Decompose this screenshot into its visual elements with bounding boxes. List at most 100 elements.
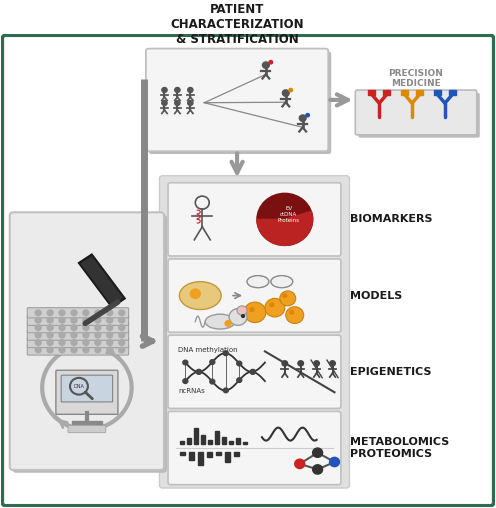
Circle shape bbox=[95, 340, 101, 345]
Circle shape bbox=[312, 448, 322, 457]
Bar bbox=[401, 90, 408, 95]
Circle shape bbox=[162, 101, 167, 106]
Bar bbox=[416, 90, 423, 95]
Circle shape bbox=[95, 332, 101, 338]
Bar bbox=[225, 452, 230, 462]
Bar bbox=[181, 440, 185, 444]
Circle shape bbox=[71, 318, 77, 323]
Ellipse shape bbox=[247, 276, 269, 288]
Ellipse shape bbox=[180, 281, 221, 309]
Circle shape bbox=[250, 370, 255, 374]
FancyBboxPatch shape bbox=[10, 212, 164, 470]
FancyBboxPatch shape bbox=[61, 375, 113, 402]
FancyBboxPatch shape bbox=[56, 370, 118, 415]
Circle shape bbox=[119, 332, 124, 338]
Circle shape bbox=[196, 369, 201, 374]
Circle shape bbox=[35, 332, 41, 338]
Circle shape bbox=[119, 347, 124, 353]
Circle shape bbox=[59, 325, 65, 330]
FancyBboxPatch shape bbox=[68, 425, 106, 433]
Circle shape bbox=[59, 332, 65, 338]
FancyBboxPatch shape bbox=[146, 49, 328, 151]
FancyBboxPatch shape bbox=[160, 176, 349, 488]
Circle shape bbox=[223, 388, 228, 393]
Circle shape bbox=[83, 332, 89, 338]
Circle shape bbox=[289, 88, 293, 92]
Circle shape bbox=[270, 303, 274, 307]
Circle shape bbox=[225, 321, 231, 326]
Circle shape bbox=[59, 347, 65, 353]
Circle shape bbox=[35, 310, 41, 315]
Circle shape bbox=[83, 340, 89, 345]
Circle shape bbox=[47, 318, 53, 323]
Circle shape bbox=[95, 325, 101, 330]
Circle shape bbox=[244, 302, 266, 323]
FancyBboxPatch shape bbox=[149, 51, 331, 154]
Bar bbox=[216, 452, 221, 456]
FancyBboxPatch shape bbox=[168, 411, 341, 485]
Circle shape bbox=[187, 87, 193, 92]
Circle shape bbox=[71, 340, 77, 345]
Bar bbox=[207, 452, 212, 457]
Circle shape bbox=[107, 332, 113, 338]
Circle shape bbox=[107, 310, 113, 315]
Bar bbox=[243, 441, 247, 444]
Circle shape bbox=[242, 314, 245, 318]
Circle shape bbox=[312, 465, 322, 474]
FancyBboxPatch shape bbox=[168, 335, 341, 408]
Text: BIOMARKERS: BIOMARKERS bbox=[350, 214, 433, 225]
Circle shape bbox=[196, 369, 201, 374]
Circle shape bbox=[330, 361, 335, 366]
Circle shape bbox=[175, 87, 180, 92]
Circle shape bbox=[35, 318, 41, 323]
Circle shape bbox=[280, 291, 296, 306]
FancyBboxPatch shape bbox=[27, 323, 128, 333]
FancyBboxPatch shape bbox=[13, 215, 167, 473]
Circle shape bbox=[83, 325, 89, 330]
Circle shape bbox=[229, 308, 247, 325]
Circle shape bbox=[119, 318, 124, 323]
FancyBboxPatch shape bbox=[27, 345, 128, 355]
Circle shape bbox=[107, 318, 113, 323]
Circle shape bbox=[95, 318, 101, 323]
FancyBboxPatch shape bbox=[355, 90, 477, 135]
Polygon shape bbox=[80, 256, 123, 305]
Circle shape bbox=[83, 347, 89, 353]
FancyBboxPatch shape bbox=[27, 308, 128, 318]
Bar bbox=[208, 440, 212, 444]
Bar bbox=[189, 452, 194, 460]
Circle shape bbox=[183, 360, 188, 365]
Ellipse shape bbox=[271, 276, 293, 288]
Circle shape bbox=[107, 347, 113, 353]
Circle shape bbox=[162, 87, 167, 92]
Circle shape bbox=[286, 307, 304, 324]
Circle shape bbox=[59, 340, 65, 345]
Circle shape bbox=[269, 60, 273, 64]
Bar bbox=[194, 428, 198, 444]
Circle shape bbox=[237, 378, 242, 383]
Bar bbox=[369, 90, 375, 95]
FancyBboxPatch shape bbox=[168, 183, 341, 256]
Circle shape bbox=[282, 361, 288, 366]
Circle shape bbox=[47, 325, 53, 330]
Bar bbox=[215, 431, 219, 444]
Text: PRECISION
MEDICINE: PRECISION MEDICINE bbox=[389, 69, 443, 88]
Circle shape bbox=[119, 310, 124, 315]
Bar bbox=[236, 438, 240, 444]
Bar bbox=[383, 90, 390, 95]
Circle shape bbox=[71, 332, 77, 338]
Circle shape bbox=[314, 361, 319, 366]
Text: DNA: DNA bbox=[73, 384, 84, 389]
Circle shape bbox=[187, 101, 193, 106]
Circle shape bbox=[71, 325, 77, 330]
Circle shape bbox=[47, 310, 53, 315]
Circle shape bbox=[298, 361, 304, 366]
Text: PATIENT
CHARACTERIZATION
& STRATIFICATION: PATIENT CHARACTERIZATION & STRATIFICATIO… bbox=[170, 4, 304, 46]
Bar bbox=[187, 438, 191, 444]
Polygon shape bbox=[77, 253, 126, 308]
Circle shape bbox=[35, 347, 41, 353]
Circle shape bbox=[35, 340, 41, 345]
Circle shape bbox=[290, 310, 294, 314]
Circle shape bbox=[237, 361, 242, 366]
Circle shape bbox=[237, 306, 247, 315]
